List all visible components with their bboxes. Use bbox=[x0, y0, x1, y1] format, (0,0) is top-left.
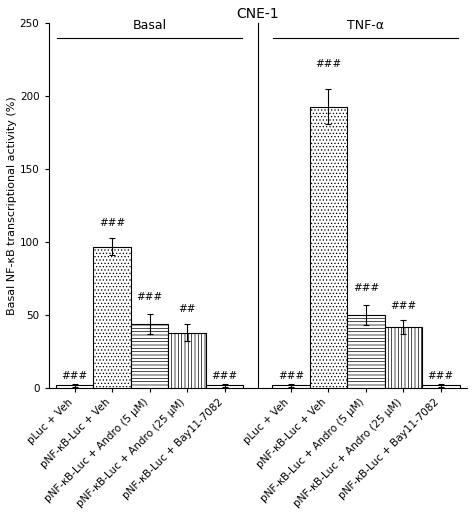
Bar bbox=[272, 385, 310, 388]
Bar bbox=[93, 247, 131, 388]
Text: Basal: Basal bbox=[133, 19, 167, 33]
Bar bbox=[206, 385, 243, 388]
Bar bbox=[131, 324, 168, 388]
Bar bbox=[56, 385, 93, 388]
Text: ###: ### bbox=[390, 301, 417, 311]
Bar bbox=[384, 327, 422, 388]
Bar bbox=[422, 385, 460, 388]
Text: ###: ### bbox=[211, 371, 238, 381]
Bar bbox=[168, 333, 206, 388]
Bar bbox=[347, 315, 384, 388]
Text: TNF-α: TNF-α bbox=[347, 19, 384, 33]
Text: ##: ## bbox=[178, 304, 196, 314]
Text: ###: ### bbox=[428, 371, 454, 381]
Y-axis label: Basal NF-κB transcriptional activity (%): Basal NF-κB transcriptional activity (%) bbox=[7, 96, 17, 315]
Text: ###: ### bbox=[62, 371, 88, 381]
Title: CNE-1: CNE-1 bbox=[237, 7, 279, 21]
Text: ###: ### bbox=[278, 371, 304, 381]
Text: ###: ### bbox=[353, 283, 379, 293]
Text: ###: ### bbox=[137, 292, 163, 302]
Text: ###: ### bbox=[99, 218, 125, 228]
Text: ###: ### bbox=[315, 59, 342, 69]
Bar bbox=[310, 107, 347, 388]
